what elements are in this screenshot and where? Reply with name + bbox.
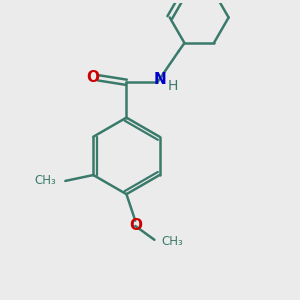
Text: O: O <box>129 218 142 233</box>
Text: CH₃: CH₃ <box>162 235 184 248</box>
Text: N: N <box>153 72 166 87</box>
Text: H: H <box>167 79 178 93</box>
Text: O: O <box>87 70 100 85</box>
Text: CH₃: CH₃ <box>34 174 56 188</box>
